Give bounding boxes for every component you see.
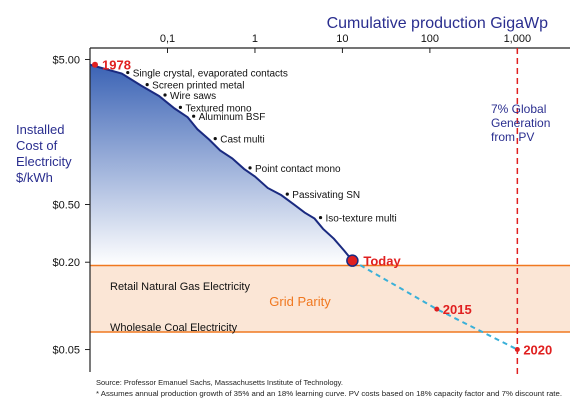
milestone-label: 2015 xyxy=(443,302,472,317)
milestone-marker xyxy=(92,61,98,68)
x-tick-label: 0,1 xyxy=(160,33,175,45)
wholesale-coal-label: Wholesale Coal Electricity xyxy=(110,322,238,334)
annotation-label: Wire saws xyxy=(170,91,216,102)
y-tick-label: $0.20 xyxy=(52,257,80,269)
y-axis-title-line: Cost of xyxy=(16,138,58,153)
milestone-label: Today xyxy=(363,254,401,269)
y-axis-title: Installed Cost of Electricity $/kWh xyxy=(16,122,72,185)
reference-label-line: from PV xyxy=(491,130,534,144)
annotation-label: Aluminum BSF xyxy=(199,112,266,123)
x-tick-label: 1,000 xyxy=(504,33,532,45)
y-axis-title-line: $/kWh xyxy=(16,170,53,185)
x-tick-label: 10 xyxy=(336,33,348,45)
annotation-bullet xyxy=(145,83,149,87)
projection-line xyxy=(351,259,518,351)
annotation-label: Screen printed metal xyxy=(152,81,244,92)
grid-parity-band xyxy=(90,265,570,333)
milestone-label: 2020 xyxy=(523,343,552,358)
y-axis-title-line: Electricity xyxy=(16,154,72,169)
annotation-label: Iso-texture multi xyxy=(326,214,397,225)
footnote-source: Source: Professor Emanuel Sachs, Massach… xyxy=(96,378,343,387)
annotation-label: Single crystal, evaporated contacts xyxy=(133,69,288,80)
y-tick-label: $0.05 xyxy=(52,345,80,357)
footnote-assumptions: * Assumes annual production growth of 35… xyxy=(96,389,562,398)
x-tick-label: 1 xyxy=(252,33,258,45)
historical-curve xyxy=(89,63,354,262)
x-tick-label: 100 xyxy=(421,33,439,45)
annotation-label: Passivating SN xyxy=(292,190,360,201)
retail-gas-label: Retail Natural Gas Electricity xyxy=(110,281,250,293)
chart-title: Cumulative production GigaWp xyxy=(327,15,549,32)
annotation-bullet xyxy=(248,166,252,170)
milestone-marker xyxy=(434,306,440,312)
annotation-bullet xyxy=(178,105,183,109)
plot-area: 0,1 1 10 100 1,000 $5.00 $0.50 $0.20 $0.05 Single… xyxy=(52,33,570,376)
y-tick-label: $5.00 xyxy=(52,54,80,66)
milestone-marker xyxy=(346,254,359,267)
annotation-bullet xyxy=(318,215,323,220)
reference-label-line: 7% Global xyxy=(491,102,546,116)
y-tick-label: $0.50 xyxy=(52,200,80,212)
annotation-bullet xyxy=(192,114,196,118)
milestone-label: 1978 xyxy=(102,58,131,73)
milestone-marker xyxy=(514,347,520,353)
annotation-label: Textured mono xyxy=(185,103,252,114)
annotation-bullet xyxy=(163,93,167,97)
grid-parity-label: Grid Parity xyxy=(269,294,331,309)
annotation-label: Point contact mono xyxy=(255,164,341,175)
annotation-bullet xyxy=(126,70,130,75)
reference-label-line: Generation xyxy=(491,116,550,130)
y-axis-title-line: Installed xyxy=(16,122,64,137)
reference-line-label: 7% Global Generation from PV xyxy=(491,102,550,144)
annotation-bullet xyxy=(213,137,217,141)
historical-area xyxy=(90,64,353,266)
annotation-bullet xyxy=(285,192,289,196)
annotation-label: Cast multi xyxy=(220,135,264,146)
